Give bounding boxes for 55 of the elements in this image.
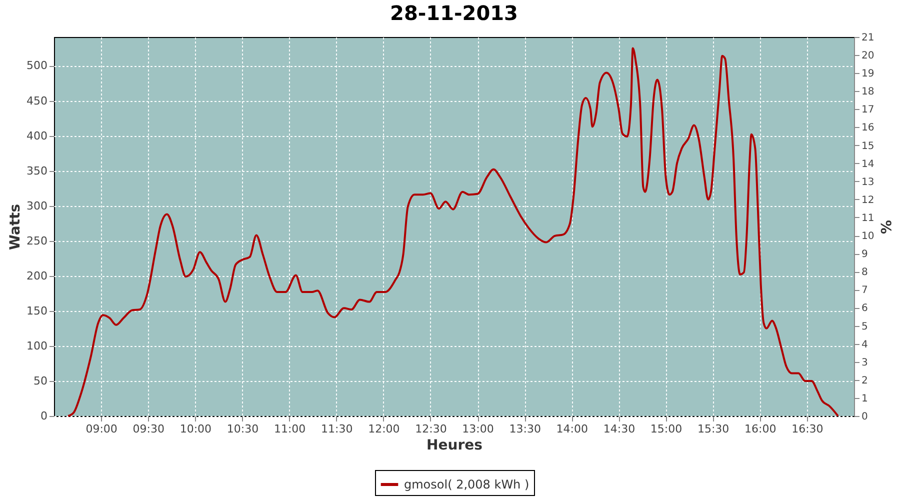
- y2-tick-label: 12: [862, 194, 874, 206]
- x-tick-label: 11:00: [274, 422, 306, 436]
- y2-tick-label: 1: [862, 393, 868, 404]
- y-tick-label: 400: [26, 129, 48, 142]
- y2-tick-label: 16: [862, 122, 874, 134]
- y-axis-title: Watts: [8, 204, 24, 250]
- x-tick-label: 15:00: [650, 422, 682, 436]
- y2-tick-label: 7: [862, 285, 868, 296]
- x-tick-label: 10:00: [180, 422, 212, 436]
- y2-tick-label: 20: [862, 50, 874, 62]
- x-tick-label: 13:00: [462, 422, 494, 436]
- y-tick-label: 450: [26, 94, 48, 108]
- x-axis-title: Heures: [426, 438, 482, 454]
- y2-tick-label: 8: [862, 267, 868, 278]
- y-tick-label: 300: [26, 199, 48, 212]
- y2-tick-label: 15: [862, 140, 874, 152]
- y2-axis-title: %: [877, 220, 894, 234]
- y-tick-label: 100: [26, 339, 48, 352]
- y2-tick-label: 17: [862, 104, 874, 116]
- x-tick-label: 16:30: [792, 422, 824, 436]
- y2-tick-label: 21: [862, 32, 874, 44]
- y2-tick-label: 13: [862, 176, 874, 188]
- y2-tick-label: 9: [862, 249, 868, 260]
- y-tick-label: 150: [26, 304, 48, 318]
- chart-title: 28-11-2013: [390, 1, 518, 25]
- x-tick-label: 14:00: [556, 422, 588, 436]
- line-series: [67, 47, 839, 417]
- y2-tick-label: 5: [862, 321, 868, 332]
- y-tick-label: 350: [26, 164, 48, 178]
- x-tick-label: 16:00: [744, 422, 776, 436]
- y2-tick-label: 6: [862, 303, 868, 314]
- y-tick-label: 500: [26, 59, 48, 72]
- y-tick-label: 50: [34, 374, 48, 388]
- y-tick-label: 250: [26, 234, 48, 248]
- y2-tick-label: 19: [862, 68, 874, 80]
- x-tick-label: 14:30: [603, 422, 636, 436]
- y2-tick-label: 18: [862, 86, 874, 98]
- y2-tick-label: 11: [862, 212, 874, 224]
- y2-tick-label: 14: [862, 158, 874, 170]
- y2-tick-label: 3: [862, 357, 868, 368]
- x-tick-label: 11:30: [321, 422, 353, 436]
- y2-tick-label: 2: [862, 375, 868, 386]
- y-tick-label: 200: [26, 269, 48, 282]
- y-tick-label: 0: [40, 410, 48, 422]
- x-tick-label: 10:30: [226, 422, 259, 436]
- x-tick-label: 09:30: [132, 422, 164, 436]
- x-tick-label: 12:00: [368, 422, 400, 436]
- x-tick-label: 15:30: [697, 422, 730, 436]
- x-tick-label: 13:30: [509, 422, 541, 436]
- legend-label: gmosol( 2,008 kWh ): [404, 478, 530, 492]
- x-tick-label: 12:30: [415, 422, 447, 436]
- y2-tick-label: 0: [862, 412, 868, 422]
- x-tick-label: 09:00: [86, 422, 118, 436]
- y2-tick-label: 4: [862, 339, 868, 350]
- y2-tick-label: 10: [862, 231, 874, 242]
